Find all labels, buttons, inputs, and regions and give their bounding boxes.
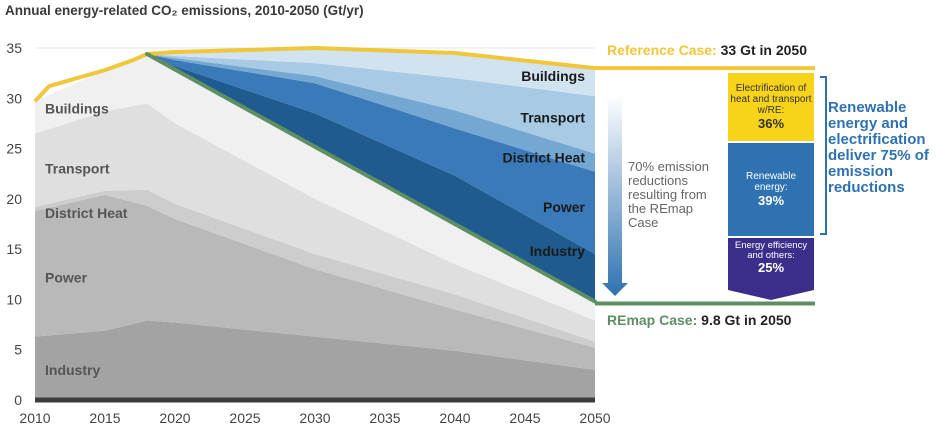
- x-tick-label: 2050: [579, 410, 610, 426]
- y-tick-label: 0: [14, 392, 22, 408]
- breakdown-electrification-percent: 36%: [757, 116, 785, 131]
- breakdown-renewable: Renewable energy: 39%: [728, 143, 814, 236]
- breakdown-renewable-percent: 39%: [757, 193, 785, 208]
- historical-area-industry: [35, 320, 595, 400]
- x-tick-label: 2015: [89, 410, 120, 426]
- historical-area-district-heat: [35, 189, 595, 348]
- historical-label-industry: Industry: [45, 362, 100, 378]
- remap-case-label: REmap Case: 9.8 Gt in 2050: [607, 312, 791, 328]
- y-tick-label: 15: [6, 241, 22, 257]
- area-labels: Industry Power District Heat Transport Build…: [45, 68, 586, 378]
- wedge-label-district-heat: District Heat: [503, 150, 586, 166]
- wedge-area-power: [147, 54, 595, 255]
- historical-area-transport: [35, 103, 595, 342]
- reference-case-value: 33 Gt in 2050: [720, 42, 808, 58]
- wedge-label-industry: Industry: [530, 243, 585, 259]
- breakdown-electrification-label: Electrification of heat and transport w/…: [730, 83, 812, 116]
- efficiency-box-point: [728, 290, 814, 300]
- historical-label-buildings: Buildings: [45, 100, 109, 116]
- x-tick-label: 2010: [19, 410, 50, 426]
- side-note: Renewable energy and electrification del…: [828, 99, 929, 196]
- y-tick-label: 25: [6, 141, 22, 157]
- wedge-label-transport: Transport: [520, 109, 585, 125]
- reduction-arrow-text: 70% emission reductions resulting from t…: [628, 159, 709, 230]
- historical-area-buildings: [35, 54, 595, 321]
- breakdown-efficiency-label: Energy efficiency and others:: [734, 240, 808, 261]
- y-tick-label: 5: [14, 342, 22, 358]
- historical-label-transport: Transport: [45, 161, 110, 177]
- y-tick-label: 35: [6, 40, 22, 56]
- x-tick-label: 2045: [509, 410, 540, 426]
- x-tick-label: 2020: [159, 410, 190, 426]
- reference-case-label: Reference Case: 33 Gt in 2050: [607, 42, 807, 58]
- x-tick-label: 2030: [299, 410, 330, 426]
- wedge-label-power: Power: [543, 199, 586, 215]
- annotations: [602, 76, 827, 300]
- breakdown-efficiency-percent: 25%: [757, 260, 785, 275]
- wedge-area-transport: [147, 54, 595, 154]
- breakdown-efficiency: Energy efficiency and others: 25%: [728, 238, 814, 290]
- historical-label-district-heat: District Heat: [45, 205, 128, 221]
- reference-case-name: Reference Case:: [607, 42, 717, 58]
- x-tick-label: 2035: [369, 410, 400, 426]
- scenario-lines: [33, 46, 815, 306]
- historical-sector-areas: [35, 54, 595, 400]
- x-tick-label: 2025: [229, 410, 260, 426]
- breakdown-bracket: [820, 76, 827, 235]
- chart-title: Annual energy-related CO₂ emissions, 201…: [5, 3, 364, 18]
- x-tick-label: 2040: [439, 410, 470, 426]
- y-tick-label: 30: [6, 90, 22, 106]
- remap-case-line: [145, 52, 597, 304]
- y-tick-label: 20: [6, 191, 22, 207]
- y-tick-label: 10: [6, 291, 22, 307]
- reduction-arrow: [602, 95, 628, 296]
- remap-case-name: REmap Case:: [607, 312, 698, 328]
- historical-label-power: Power: [45, 269, 88, 285]
- wedge-label-buildings: Buildings: [521, 68, 585, 84]
- breakdown-renewable-label: Renewable energy:: [745, 171, 797, 193]
- remap-case-value: 9.8 Gt in 2050: [701, 312, 792, 328]
- wedge-area-buildings: [147, 48, 595, 97]
- breakdown-electrification: Electrification of heat and transport w/…: [728, 73, 814, 141]
- historical-area-power: [35, 194, 595, 370]
